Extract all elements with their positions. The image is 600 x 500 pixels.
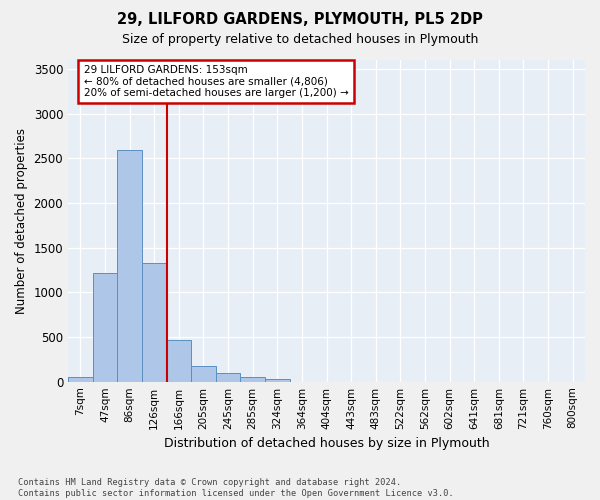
Bar [142, 263, 167, 382]
X-axis label: Distribution of detached houses by size in Plymouth: Distribution of detached houses by size … [164, 437, 490, 450]
Bar [216, 372, 241, 382]
Bar [241, 377, 265, 382]
Text: 29 LILFORD GARDENS: 153sqm
← 80% of detached houses are smaller (4,806)
20% of s: 29 LILFORD GARDENS: 153sqm ← 80% of deta… [83, 65, 349, 98]
Bar [265, 379, 290, 382]
Text: Contains HM Land Registry data © Crown copyright and database right 2024.
Contai: Contains HM Land Registry data © Crown c… [18, 478, 454, 498]
Text: Size of property relative to detached houses in Plymouth: Size of property relative to detached ho… [122, 32, 478, 46]
Y-axis label: Number of detached properties: Number of detached properties [15, 128, 28, 314]
Bar [92, 272, 117, 382]
Bar [167, 340, 191, 382]
Bar [68, 377, 92, 382]
Bar [117, 150, 142, 382]
Text: 29, LILFORD GARDENS, PLYMOUTH, PL5 2DP: 29, LILFORD GARDENS, PLYMOUTH, PL5 2DP [117, 12, 483, 28]
Bar [191, 366, 216, 382]
